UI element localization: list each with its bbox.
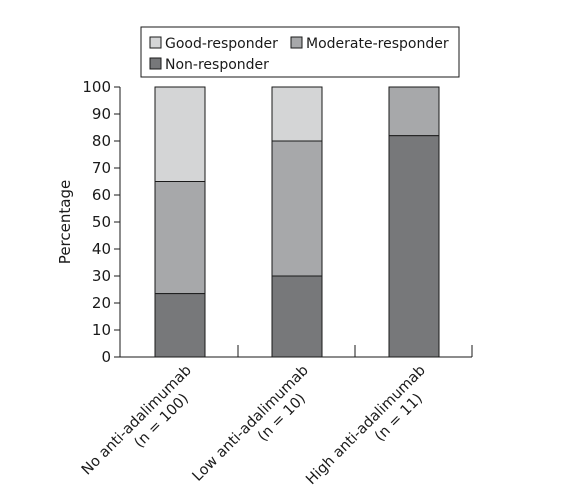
bar-segment-moderate-responder <box>271 140 323 277</box>
y-tick-label: 70 <box>92 159 111 177</box>
y-axis: 0 10 20 30 40 50 60 70 80 90 100 <box>82 78 121 366</box>
x-axis: No anti-adalimumab(n = 100)Low anti-adal… <box>79 345 473 492</box>
legend-box <box>140 26 460 78</box>
y-tick-label: 20 <box>92 294 111 312</box>
bar-segment-moderate-responder <box>388 86 440 137</box>
y-tick-label: 40 <box>92 240 111 258</box>
bar-segment-non-responder <box>388 135 440 358</box>
y-tick-label: 10 <box>92 321 111 339</box>
y-tick-label: 100 <box>82 78 111 96</box>
x-tick-label: No anti-adalimumab(n = 100) <box>79 363 208 492</box>
legend: Good-responder Moderate-responder Non-resp… <box>140 26 460 78</box>
legend-label: Moderate-responder <box>306 36 449 52</box>
legend-label: Good-responder <box>165 36 278 52</box>
x-tick-label-line: No anti-adalimumab <box>79 363 195 479</box>
x-tick-label: Low anti-adalimumab(n = 10) <box>190 363 325 492</box>
y-tick-label: 50 <box>92 213 111 231</box>
legend-swatch <box>149 36 162 49</box>
x-tick-label: High anti-adalimumab(n = 11) <box>303 363 441 492</box>
y-tick-label: 90 <box>92 105 111 123</box>
bar-segment-non-responder <box>271 275 323 358</box>
legend-swatch <box>149 57 162 70</box>
x-tick-label-line: Low anti-adalimumab <box>190 363 312 485</box>
bar-segment-good-responder <box>271 86 323 142</box>
bar-segment-moderate-responder <box>154 181 206 295</box>
bar-segment-non-responder <box>154 293 206 358</box>
y-tick-label: 30 <box>92 267 111 285</box>
bars <box>154 86 440 358</box>
legend-label: Non-responder <box>165 57 269 73</box>
y-tick-label: 60 <box>92 186 111 204</box>
bar-segment-good-responder <box>154 86 206 182</box>
x-tick-label-line: High anti-adalimumab <box>303 363 429 489</box>
y-axis-title: Percentage <box>56 180 74 264</box>
legend-swatch <box>290 36 303 49</box>
y-tick-label: 80 <box>92 132 111 150</box>
y-tick-label: 0 <box>101 348 111 366</box>
